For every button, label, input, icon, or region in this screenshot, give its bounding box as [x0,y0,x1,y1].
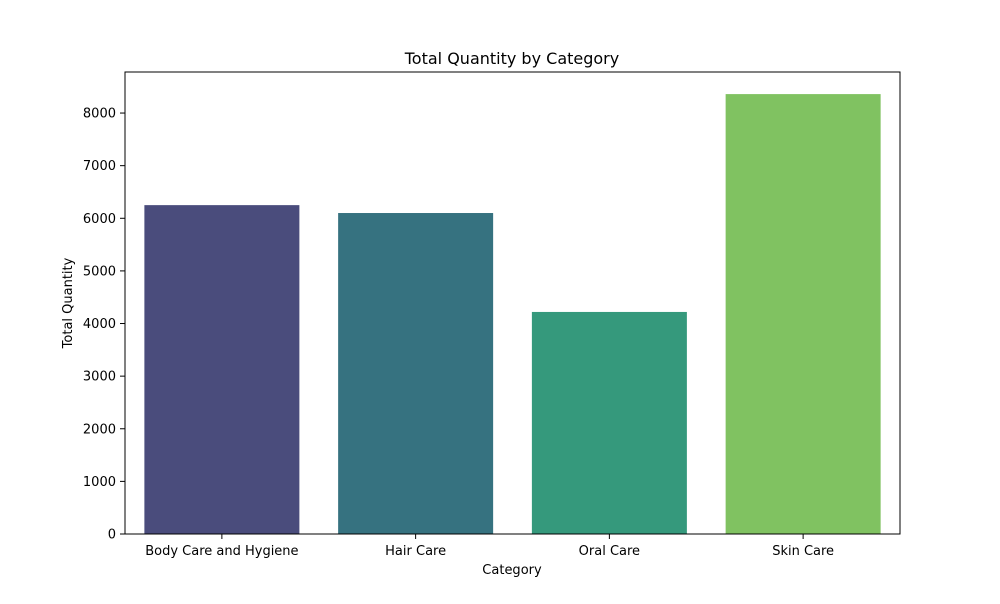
y-tick-label: 7000 [83,159,116,174]
y-axis: 0 1000 2000 3000 4000 5000 6000 7000 8000 [83,107,125,543]
bar-skin-care [725,94,881,534]
bar-body-care-and-hygiene [144,205,300,534]
x-tick-label: Hair Care [385,544,446,559]
x-tick-label: Skin Care [772,544,834,559]
plot-frame [124,71,901,535]
y-tick-label: 5000 [83,264,116,279]
y-axis-label: Total Quantity [61,257,76,349]
x-axis-label: Category [482,563,542,578]
y-tick-label: 1000 [83,475,116,490]
chart-title: Total Quantity by Category [404,49,619,68]
y-tick-label: 4000 [83,317,116,332]
bar-oral-care [531,311,687,534]
y-tick-label: 3000 [83,370,116,385]
y-tick-label: 6000 [83,212,116,227]
bar-hair-care [338,213,494,534]
y-tick-label: 0 [108,528,116,543]
x-axis: Body Care and Hygiene Hair Care Oral Care S… [145,534,834,559]
x-tick-label: Oral Care [579,544,640,559]
y-tick-label: 8000 [83,107,116,122]
x-tick-label: Body Care and Hygiene [145,544,298,559]
bars-layer [144,94,881,534]
y-tick-label: 2000 [83,422,116,437]
